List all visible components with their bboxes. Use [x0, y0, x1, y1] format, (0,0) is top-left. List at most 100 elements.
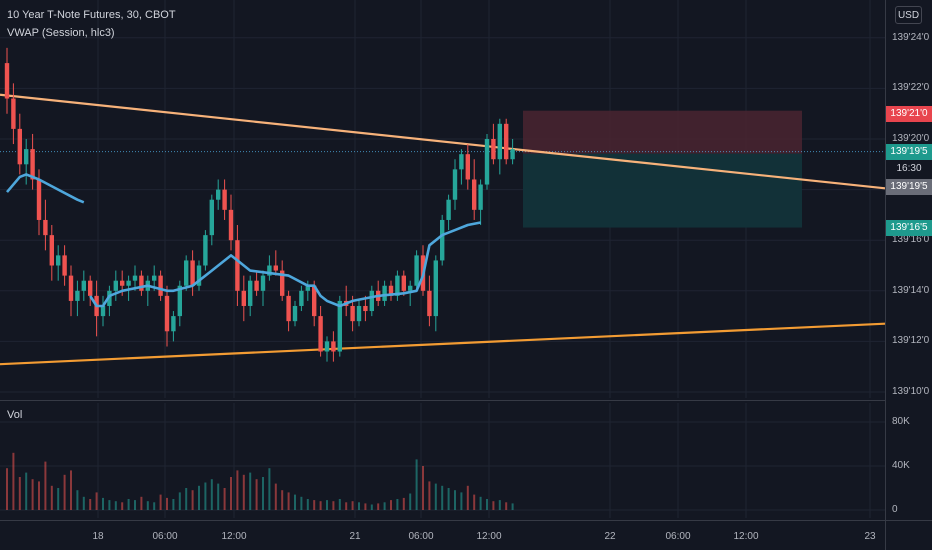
volume-bar [242, 474, 245, 510]
volume-bar [364, 503, 367, 510]
volume-bar [300, 496, 303, 510]
volume-bar [326, 500, 328, 510]
volume-bar [345, 502, 348, 510]
candle-body [504, 123, 509, 160]
volume-bar [159, 494, 162, 510]
candle-body [299, 290, 304, 306]
position-tool[interactable] [0, 110, 885, 228]
volume-bar [185, 488, 188, 510]
candle-body [401, 275, 406, 291]
volume-legend[interactable]: Vol [7, 409, 23, 421]
candle-body [414, 255, 419, 286]
volume-bar [18, 477, 21, 510]
candle-body [164, 295, 170, 332]
volume-bar [140, 496, 143, 510]
candle-body [465, 154, 470, 180]
volume-bar [198, 485, 200, 510]
volume-bar [332, 501, 335, 510]
target-zone[interactable] [523, 153, 802, 228]
candle-body [324, 341, 330, 352]
volume-bar [134, 500, 136, 510]
candle-body [88, 280, 93, 296]
volume-bar [210, 479, 213, 510]
candle-body [56, 255, 61, 266]
time-tick: 21 [349, 531, 361, 542]
trend-lines[interactable] [0, 93, 886, 366]
volume-bar [70, 470, 72, 510]
stop-zone[interactable] [523, 110, 802, 154]
candle-body [267, 265, 272, 276]
candle-body [43, 219, 48, 236]
volume-bar [306, 499, 309, 510]
volume-bar [473, 494, 476, 510]
trendline-lower[interactable] [0, 322, 886, 366]
candle-body [318, 316, 323, 352]
volume-series [6, 452, 514, 510]
candle-body [17, 128, 22, 165]
time-tick: 22 [604, 531, 616, 542]
candle-body [235, 240, 240, 291]
time-tick: 06:00 [665, 531, 691, 542]
candle-body [273, 265, 278, 271]
trendline-upper[interactable] [0, 93, 886, 190]
volume-bar [351, 501, 354, 510]
price-tick: 139'14'0 [892, 284, 930, 296]
candle-body [382, 285, 387, 301]
volume-bar [294, 494, 296, 510]
entry-price-tag: 139'19'5 [886, 178, 932, 195]
volume-bar [121, 502, 124, 510]
price-tick: 139'12'0 [892, 335, 930, 347]
candle-body [337, 300, 342, 352]
candle-body [472, 179, 477, 210]
volume-bar [268, 468, 271, 510]
candle-body [459, 154, 464, 170]
time-tick: 18 [92, 531, 104, 542]
symbol-legend[interactable]: 10 Year T-Note Futures, 30, CBOT [7, 9, 176, 21]
volume-bar [114, 501, 117, 510]
volume-bar [377, 503, 380, 510]
candle-body [4, 63, 10, 99]
stop-price-tag: 139'21'0 [886, 105, 932, 122]
time-tick: 06:00 [152, 531, 178, 542]
candle-body [497, 123, 502, 160]
price-tick: 139'24'0 [892, 31, 930, 43]
candle-body [62, 255, 67, 276]
candle-body [222, 189, 227, 210]
candle-body [49, 235, 54, 266]
volume-bar [498, 500, 501, 510]
candle-body [107, 290, 112, 306]
candle-body [152, 275, 157, 281]
volume-bar [223, 488, 226, 510]
volume-tick: 0 [892, 504, 898, 515]
volume-bar [204, 482, 207, 510]
volume-bar [466, 485, 469, 510]
volume-bar [434, 483, 437, 510]
indicator-legend[interactable]: VWAP (Session, hlc3) [7, 27, 115, 39]
volume-bar [479, 496, 482, 510]
volume-bar [63, 474, 66, 510]
currency-button[interactable]: USD [895, 6, 922, 24]
candle-body [440, 219, 445, 261]
candle-body [139, 275, 144, 291]
volume-bar [428, 481, 431, 510]
last-price-tag: 139'19'5 [886, 143, 932, 160]
volume-tick: 80K [892, 416, 910, 427]
candle-body [510, 149, 515, 160]
candle-body [312, 285, 317, 317]
volume-bar [383, 502, 386, 510]
candle-body [350, 305, 355, 322]
volume-bar [31, 479, 34, 510]
volume-bar [415, 459, 418, 510]
volume-bar [313, 500, 316, 510]
target-price-tag: 139'16'5 [886, 219, 932, 236]
candle-body [484, 139, 490, 185]
candle-body [363, 305, 368, 312]
volume-bar [217, 483, 220, 510]
candle-body [280, 270, 285, 296]
volume-bar [396, 499, 399, 510]
volume-bar [178, 492, 181, 510]
volume-bar [89, 499, 92, 510]
candle-body [209, 199, 214, 236]
volume-bar [287, 492, 290, 510]
